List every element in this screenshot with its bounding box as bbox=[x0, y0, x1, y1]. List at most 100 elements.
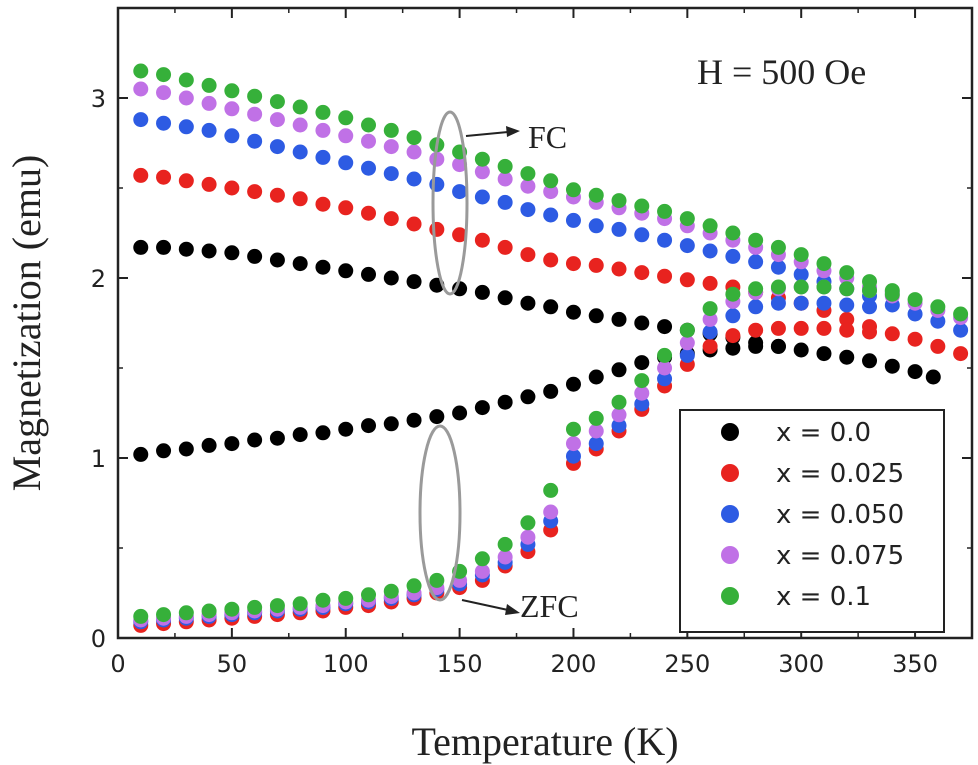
data-point-zfc-series-0 bbox=[247, 432, 263, 448]
data-point-fc-series-0 bbox=[201, 243, 217, 259]
data-point-fc-series-1 bbox=[953, 346, 969, 362]
y-tick-label: 3 bbox=[91, 85, 106, 113]
legend-label: x = 0.075 bbox=[776, 541, 904, 571]
data-point-zfc-series-0 bbox=[292, 427, 308, 443]
data-point-fc-series-0 bbox=[543, 299, 559, 315]
data-point-fc-series-0 bbox=[907, 364, 923, 380]
data-point-fc-series-4 bbox=[543, 173, 559, 189]
data-point-zfc-series-4 bbox=[315, 592, 331, 608]
legend-label: x = 0.025 bbox=[776, 459, 904, 489]
data-point-zfc-series-0 bbox=[133, 446, 149, 462]
data-point-fc-series-1 bbox=[474, 232, 490, 248]
data-point-fc-series-2 bbox=[406, 171, 422, 187]
data-point-fc-series-2 bbox=[748, 254, 764, 270]
data-point-fc-series-4 bbox=[816, 256, 832, 272]
data-point-zfc-series-3 bbox=[565, 436, 581, 452]
data-point-zfc-series-4 bbox=[497, 536, 513, 552]
data-point-fc-series-1 bbox=[657, 268, 673, 284]
data-point-fc-series-3 bbox=[201, 95, 217, 111]
data-point-fc-series-3 bbox=[452, 157, 468, 173]
x-tick-label: 300 bbox=[778, 650, 824, 678]
data-point-fc-series-0 bbox=[133, 239, 149, 255]
data-point-fc-series-1 bbox=[247, 184, 263, 200]
data-point-fc-series-1 bbox=[702, 275, 718, 291]
data-point-zfc-series-0 bbox=[520, 389, 536, 405]
fc-ellipse bbox=[431, 110, 469, 296]
data-point-zfc-series-0 bbox=[543, 383, 559, 399]
data-point-fc-series-3 bbox=[474, 164, 490, 180]
data-point-zfc-series-2 bbox=[770, 295, 786, 311]
data-point-fc-series-2 bbox=[133, 112, 149, 128]
data-point-zfc-series-4 bbox=[201, 603, 217, 619]
data-point-fc-series-1 bbox=[361, 205, 377, 221]
data-point-fc-series-2 bbox=[224, 128, 240, 144]
legend-marker bbox=[721, 464, 739, 482]
data-point-fc-series-4 bbox=[793, 247, 809, 263]
data-point-fc-series-2 bbox=[657, 232, 673, 248]
data-point-zfc-series-1 bbox=[816, 320, 832, 336]
data-point-fc-series-0 bbox=[884, 358, 900, 374]
data-point-fc-series-2 bbox=[452, 184, 468, 200]
data-point-fc-series-2 bbox=[201, 122, 217, 138]
legend-marker bbox=[721, 587, 739, 605]
data-point-fc-series-0 bbox=[816, 346, 832, 362]
data-point-zfc-series-4 bbox=[406, 578, 422, 594]
data-point-zfc-series-3 bbox=[634, 385, 650, 401]
data-point-zfc-series-0 bbox=[269, 430, 285, 446]
data-point-fc-series-4 bbox=[292, 99, 308, 115]
data-point-zfc-series-4 bbox=[383, 583, 399, 599]
fc-arrow bbox=[465, 131, 509, 137]
data-point-fc-series-1 bbox=[429, 221, 445, 237]
data-point-fc-series-2 bbox=[611, 221, 627, 237]
data-point-zfc-series-2 bbox=[748, 299, 764, 315]
data-point-zfc-series-2 bbox=[725, 308, 741, 324]
data-point-zfc-series-0 bbox=[565, 376, 581, 392]
data-point-zfc-series-4 bbox=[702, 301, 718, 317]
data-point-zfc-series-3 bbox=[474, 563, 490, 579]
data-point-zfc-series-1 bbox=[862, 324, 878, 340]
data-point-zfc-series-4 bbox=[269, 598, 285, 614]
data-point-fc-series-1 bbox=[497, 239, 513, 255]
data-point-zfc-series-0 bbox=[224, 436, 240, 452]
data-point-zfc-series-2 bbox=[862, 299, 878, 315]
data-point-fc-series-0 bbox=[178, 241, 194, 257]
data-point-fc-series-0 bbox=[520, 295, 536, 311]
data-point-zfc-series-4 bbox=[770, 279, 786, 295]
data-point-fc-series-1 bbox=[543, 252, 559, 268]
data-point-fc-series-3 bbox=[497, 171, 513, 187]
data-point-fc-series-3 bbox=[383, 139, 399, 155]
data-point-fc-series-4 bbox=[634, 198, 650, 214]
data-point-zfc-series-0 bbox=[588, 369, 604, 385]
data-point-zfc-series-4 bbox=[292, 596, 308, 612]
legend-marker bbox=[721, 423, 739, 441]
data-point-zfc-series-2 bbox=[839, 297, 855, 313]
data-point-fc-series-0 bbox=[338, 263, 354, 279]
data-point-zfc-series-3 bbox=[679, 335, 695, 351]
x-tick-label: 350 bbox=[892, 650, 938, 678]
data-point-fc-series-1 bbox=[292, 191, 308, 207]
data-point-fc-series-2 bbox=[725, 248, 741, 264]
data-point-fc-series-4 bbox=[338, 110, 354, 126]
data-point-fc-series-2 bbox=[178, 119, 194, 135]
x-tick-label: 150 bbox=[437, 650, 483, 678]
data-point-fc-series-4 bbox=[679, 211, 695, 227]
data-point-fc-series-0 bbox=[474, 284, 490, 300]
ticks-layer: 0 50 100 150 200 250 300 350 0 1 2 3 bbox=[91, 7, 972, 678]
data-point-zfc-series-2 bbox=[565, 448, 581, 464]
data-point-zfc-series-1 bbox=[770, 320, 786, 336]
data-point-fc-series-1 bbox=[588, 257, 604, 273]
data-point-fc-series-2 bbox=[361, 160, 377, 176]
data-point-fc-series-1 bbox=[201, 176, 217, 192]
data-point-zfc-series-0 bbox=[361, 418, 377, 434]
data-point-fc-series-4 bbox=[178, 72, 194, 88]
data-point-zfc-series-3 bbox=[657, 360, 673, 376]
data-point-fc-series-2 bbox=[634, 227, 650, 243]
data-point-zfc-series-4 bbox=[156, 607, 172, 623]
x-tick-label: 0 bbox=[110, 650, 125, 678]
data-point-zfc-series-0 bbox=[383, 416, 399, 432]
data-point-fc-series-3 bbox=[543, 184, 559, 200]
data-point-fc-series-0 bbox=[588, 308, 604, 324]
data-point-zfc-series-4 bbox=[793, 279, 809, 295]
zfc-arrowhead bbox=[505, 604, 520, 615]
data-point-zfc-series-4 bbox=[679, 322, 695, 338]
